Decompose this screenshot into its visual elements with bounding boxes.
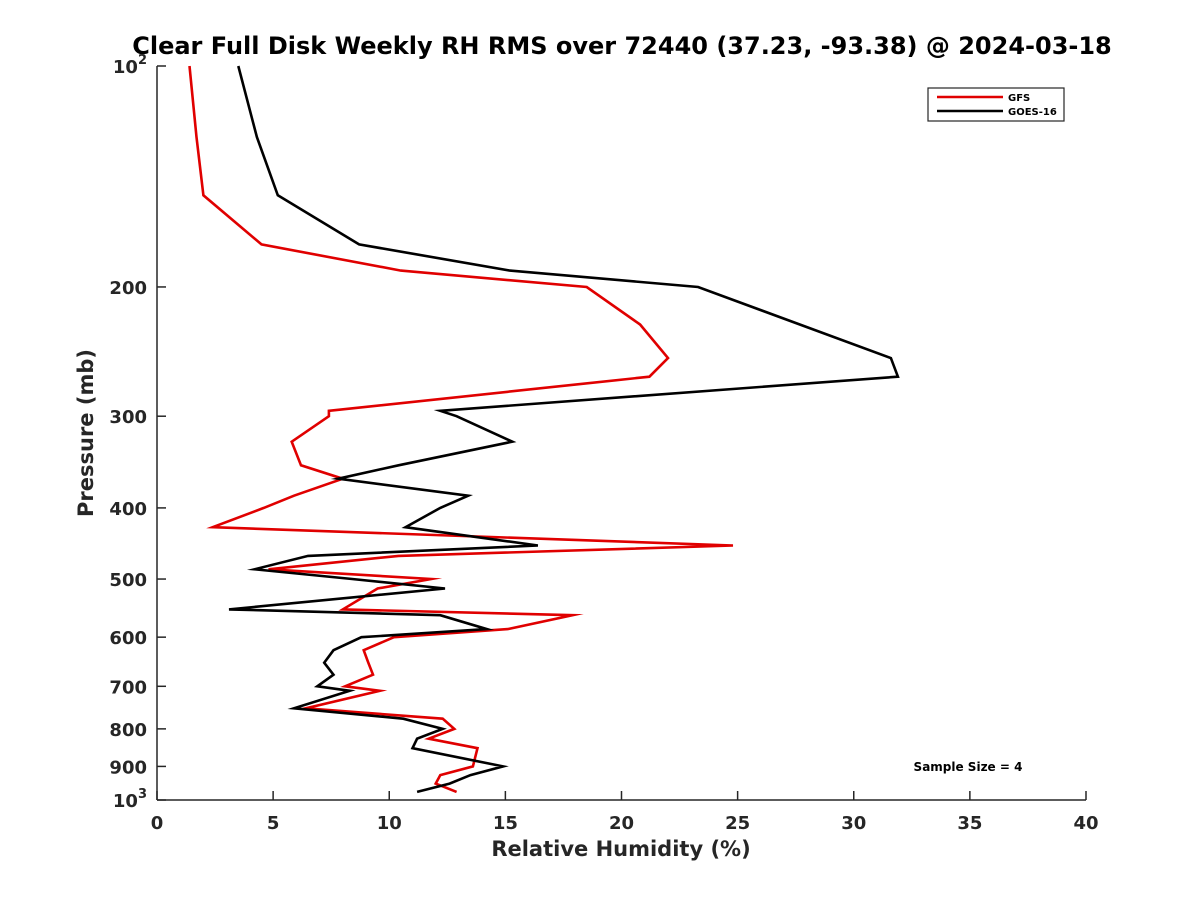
y-tick-label: 200 [109, 278, 147, 299]
y-tick-label: 102 [113, 53, 147, 78]
series-line-goes16 [228, 65, 900, 794]
y-tick-label: 300 [109, 407, 147, 428]
x-tick-label: 0 [151, 813, 164, 834]
y-axis-label: Pressure (mb) [74, 349, 98, 517]
y-tick-label: 900 [109, 757, 147, 778]
x-ticks: 0 5 10 15 20 25 30 35 40 [151, 791, 1099, 834]
series-line-gfs [188, 65, 734, 794]
y-tick-label: 700 [109, 677, 147, 698]
x-tick-label: 35 [957, 813, 982, 834]
x-tick-label: 20 [609, 813, 634, 834]
x-axis-label: Relative Humidity (%) [491, 837, 750, 861]
x-tick-label: 30 [841, 813, 866, 834]
legend: GFS GOES-16 [927, 87, 1065, 122]
x-tick-label: 25 [725, 813, 750, 834]
legend-label-gfs: GFS [1008, 93, 1030, 104]
y-ticks: 102 200 300 400 500 600 700 800 900 103 [109, 53, 166, 812]
y-tick-label: 500 [109, 570, 147, 591]
sample-size-annotation: Sample Size = 4 [914, 760, 1023, 774]
y-tick-label: 103 [113, 787, 147, 812]
x-tick-label: 10 [377, 813, 402, 834]
y-tick-label: 800 [109, 720, 147, 741]
legend-box [927, 87, 1065, 122]
y-tick-label: 400 [109, 499, 147, 520]
x-tick-label: 40 [1073, 813, 1098, 834]
plot-area [157, 66, 1086, 800]
x-tick-label: 5 [267, 813, 280, 834]
y-tick-label: 600 [109, 628, 147, 649]
chart-title: Clear Full Disk Weekly RH RMS over 72440… [132, 32, 1112, 60]
series-layer [188, 65, 900, 794]
legend-label-goes16: GOES-16 [1008, 107, 1057, 118]
x-tick-label: 15 [493, 813, 518, 834]
